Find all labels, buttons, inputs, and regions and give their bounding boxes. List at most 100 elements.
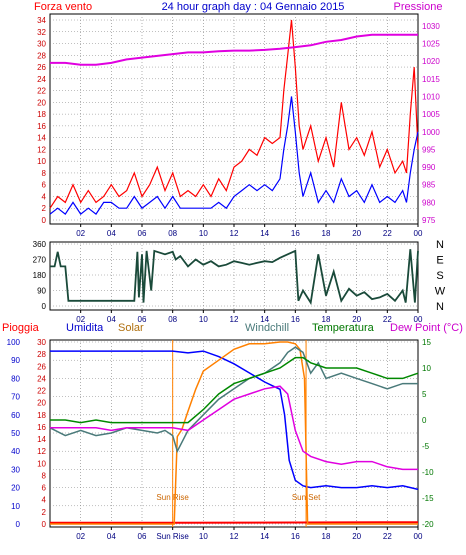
y-left-tick-label: 12: [37, 145, 46, 154]
x-tick-label: 06: [138, 229, 147, 238]
x-tick-label: 04: [107, 315, 116, 324]
x-tick-label: 12: [230, 229, 239, 238]
x-tick-label: 12: [230, 315, 239, 324]
x-tick-label: 00: [414, 229, 423, 238]
y-humidity-tick-label: 30: [11, 465, 20, 474]
y-left-tick-label: 32: [37, 28, 46, 37]
rain-axis-title: Pioggia: [2, 322, 40, 334]
y-temperature-tick-label: 15: [422, 338, 431, 347]
x-tick-label: 02: [76, 229, 85, 238]
series-gust: [49, 19, 419, 209]
x-tick-label: 20: [352, 532, 361, 541]
y-humidity-tick-label: 10: [11, 502, 20, 511]
x-tick-label: 16: [291, 532, 300, 541]
y-rain-tick-label: 16: [37, 423, 46, 432]
y-temperature-tick-label: -15: [422, 494, 434, 503]
x-tick-label: 18: [322, 532, 331, 541]
chart-title: 24 hour graph day : 04 Gennaio 2015: [162, 1, 345, 13]
y-right-tick-label: 975: [422, 216, 436, 225]
y-humidity-tick-label: 40: [11, 447, 20, 456]
series-temperatura: [50, 356, 419, 424]
series-direction: [50, 249, 419, 306]
x-tick-label: 10: [199, 532, 208, 541]
compass-label: S: [436, 270, 443, 282]
x-tick-label: 18: [322, 315, 331, 324]
left-axis-title: Forza vento: [34, 1, 92, 13]
x-tick-label: 12: [230, 532, 239, 541]
y-humidity-tick-label: 80: [11, 374, 20, 383]
y-temperature-tick-label: 5: [422, 390, 427, 399]
x-tick-label: 00: [414, 532, 423, 541]
y-right-tick-label: 1005: [422, 110, 440, 119]
compass-label: W: [435, 286, 446, 298]
y-right-tick-label: 1015: [422, 75, 440, 84]
y-humidity-tick-label: 50: [11, 429, 20, 438]
x-tick-label: 22: [383, 315, 392, 324]
y-left-tick-label: 18: [37, 110, 46, 119]
y-rain-tick-label: 18: [37, 411, 46, 420]
y-humidity-tick-label: 20: [11, 484, 20, 493]
x-tick-label: 02: [76, 532, 85, 541]
x-tick-label: 18: [322, 229, 331, 238]
x-tick-label: 14: [260, 229, 269, 238]
y-humidity-tick-label: 90: [11, 356, 20, 365]
y-right-tick-label: 990: [422, 163, 436, 172]
series-pressure: [50, 33, 418, 66]
x-tick-label: 20: [352, 315, 361, 324]
compass-label: N: [436, 301, 444, 313]
x-tick-label: 20: [352, 229, 361, 238]
y-rain-tick-label: 22: [37, 387, 46, 396]
x-tick-label: 04: [107, 229, 116, 238]
y-right-tick-label: 980: [422, 198, 436, 207]
y-temperature-tick-label: -10: [422, 468, 434, 477]
x-tick-label: 16: [291, 229, 300, 238]
y-left-tick-label: 16: [37, 122, 46, 131]
y-right-tick-label: 1010: [422, 92, 440, 101]
x-tick-label: 06: [138, 532, 147, 541]
x-tick-label: 08: [168, 229, 177, 238]
y-left-tick-label: 8: [42, 169, 47, 178]
temperatura-label: Temperatura: [312, 322, 375, 334]
y-left-tick-label: 180: [33, 271, 47, 280]
y-temperature-tick-label: 10: [422, 364, 431, 373]
x-tick-label: 16: [291, 315, 300, 324]
x-tick-label: 22: [383, 229, 392, 238]
y-humidity-tick-label: 60: [11, 411, 20, 420]
y-right-tick-label: 1030: [422, 22, 440, 31]
y-right-tick-label: 1025: [422, 40, 440, 49]
y-rain-tick-label: 4: [42, 496, 47, 505]
series-solar: [50, 341, 418, 525]
y-rain-tick-label: 14: [37, 435, 46, 444]
x-tick-label: 14: [260, 532, 269, 541]
y-left-tick-label: 30: [37, 40, 46, 49]
y-left-tick-label: 4: [42, 192, 47, 201]
series-humidity: [50, 350, 419, 491]
x-tick-label: 10: [199, 229, 208, 238]
x-tick-label: 00: [414, 315, 423, 324]
y-humidity-tick-label: 100: [7, 338, 21, 347]
y-left-tick-label: 0: [42, 302, 47, 311]
y-left-tick-label: 270: [33, 256, 47, 265]
y-rain-tick-label: 24: [37, 374, 46, 383]
y-left-tick-label: 22: [37, 87, 46, 96]
y-rain-tick-label: 0: [42, 520, 47, 529]
y-left-tick-label: 360: [33, 240, 47, 249]
y-left-tick-label: 28: [37, 51, 46, 60]
series-wind: [49, 96, 419, 215]
series-dewpoint: [50, 385, 418, 471]
y-rain-tick-label: 12: [37, 447, 46, 456]
x-tick-label: Sun Rise: [156, 532, 189, 541]
y-rain-tick-label: 6: [42, 484, 47, 493]
y-rain-tick-label: 26: [37, 362, 46, 371]
x-tick-label: 02: [76, 315, 85, 324]
x-tick-label: 10: [199, 315, 208, 324]
compass-label: E: [436, 255, 443, 267]
y-temperature-tick-label: -5: [422, 442, 430, 451]
y-left-tick-label: 90: [37, 287, 46, 296]
y-left-tick-label: 20: [37, 98, 46, 107]
y-left-tick-label: 26: [37, 63, 46, 72]
y-humidity-tick-label: 0: [16, 520, 21, 529]
y-humidity-tick-label: 70: [11, 393, 20, 402]
series-rain: [50, 521, 419, 524]
